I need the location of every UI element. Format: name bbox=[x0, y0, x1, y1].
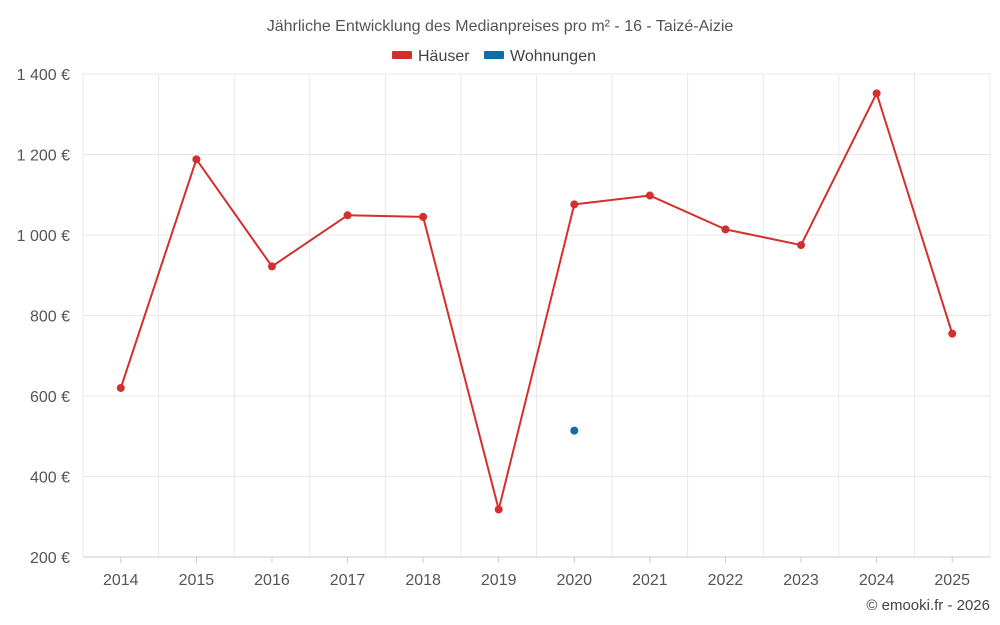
legend-swatch-haeuser bbox=[392, 51, 412, 59]
data-point-haeuser-2023[interactable] bbox=[797, 241, 806, 250]
legend-swatch-wohnungen bbox=[484, 51, 504, 59]
credit-text: © emooki.fr - 2026 bbox=[866, 597, 990, 614]
x-tick-label: 2018 bbox=[405, 572, 441, 589]
x-tick-label: 2015 bbox=[179, 572, 215, 589]
legend-label-haeuser: Häuser bbox=[418, 48, 470, 65]
y-tick-label: 600 € bbox=[30, 389, 70, 406]
y-tick-label: 1 200 € bbox=[17, 148, 70, 165]
legend: Häuser Wohnungen bbox=[392, 48, 596, 65]
data-point-haeuser-2025[interactable] bbox=[948, 329, 957, 338]
x-tick-label: 2016 bbox=[254, 572, 290, 589]
data-point-haeuser-2018[interactable] bbox=[419, 212, 428, 221]
data-point-haeuser-2016[interactable] bbox=[267, 262, 276, 271]
data-point-wohnungen-2020[interactable] bbox=[570, 426, 579, 435]
data-point-haeuser-2017[interactable] bbox=[343, 211, 352, 220]
x-tick-label: 2017 bbox=[330, 572, 366, 589]
x-tick-label: 2025 bbox=[934, 572, 970, 589]
legend-item-haeuser[interactable]: Häuser bbox=[392, 48, 470, 65]
axes: 200 € 400 € 600 € 800 € 1 000 € 1 200 € 1 400 … bbox=[17, 67, 990, 589]
data-point-haeuser-2021[interactable] bbox=[645, 191, 654, 200]
x-tick-label: 2019 bbox=[481, 572, 517, 589]
x-tick-label: 2014 bbox=[103, 572, 139, 589]
data-point-haeuser-2014[interactable] bbox=[116, 383, 125, 392]
series-line-haeuser bbox=[119, 92, 954, 511]
y-tick-label: 200 € bbox=[30, 550, 70, 567]
data-point-haeuser-2019[interactable] bbox=[494, 505, 503, 514]
x-tick-label: 2021 bbox=[632, 572, 668, 589]
data-point-haeuser-2024[interactable] bbox=[872, 89, 881, 98]
y-tick-label: 400 € bbox=[30, 470, 70, 487]
grid bbox=[82, 73, 991, 557]
x-tick-label: 2020 bbox=[556, 572, 592, 589]
x-tick-label: 2022 bbox=[708, 572, 744, 589]
legend-label-wohnungen: Wohnungen bbox=[510, 48, 596, 65]
y-tick-label: 1 000 € bbox=[17, 228, 70, 245]
y-tick-label: 1 400 € bbox=[17, 67, 70, 84]
x-tick-label: 2024 bbox=[859, 572, 895, 589]
legend-item-wohnungen[interactable]: Wohnungen bbox=[484, 48, 596, 65]
x-tick-label: 2023 bbox=[783, 572, 819, 589]
chart-title: Jährliche Entwicklung des Medianpreises … bbox=[267, 18, 734, 35]
data-point-haeuser-2020[interactable] bbox=[570, 200, 579, 209]
data-point-haeuser-2022[interactable] bbox=[721, 225, 730, 234]
series bbox=[116, 89, 957, 514]
y-tick-label: 800 € bbox=[30, 309, 70, 326]
data-point-haeuser-2015[interactable] bbox=[192, 155, 201, 164]
